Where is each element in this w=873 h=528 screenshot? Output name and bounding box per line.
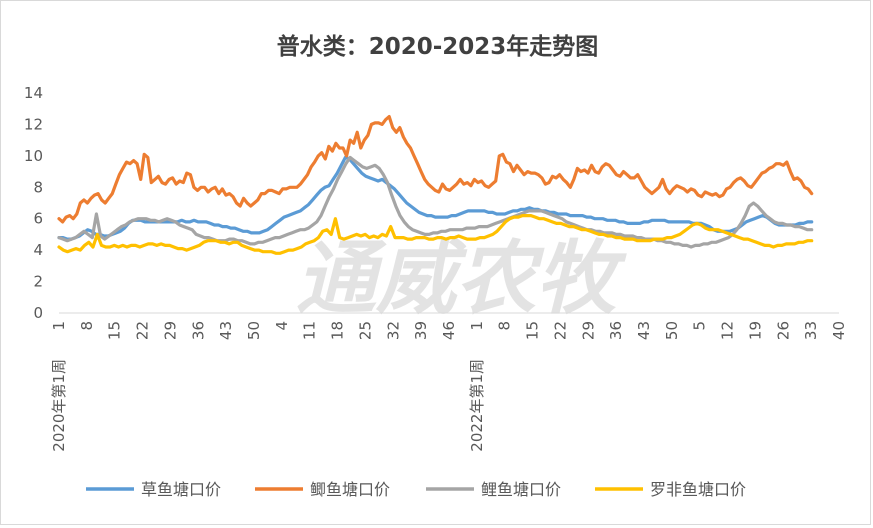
- y-tick-label: 0: [33, 304, 43, 322]
- y-tick-label: 10: [24, 147, 43, 165]
- x-tick-label: 8: [78, 321, 96, 331]
- y-tick-label: 14: [24, 84, 43, 102]
- legend-label: 罗非鱼塘口价: [650, 480, 746, 499]
- x-tick-label: 50: [245, 321, 263, 340]
- x-tick-label: 8: [496, 321, 514, 331]
- x-tick-label: 46: [440, 321, 458, 340]
- x-tick-label: 18: [329, 321, 347, 340]
- x-tick-label: 29: [579, 321, 597, 340]
- series-line: [57, 155, 814, 249]
- x-tick-label: 1: [468, 321, 486, 331]
- x-tick-label: 4: [273, 321, 291, 331]
- x-tick-label: 19: [746, 321, 764, 340]
- x-tick-label: 50: [663, 321, 681, 340]
- x-tick-label: 1: [50, 321, 68, 331]
- x-tick-label: 25: [356, 321, 374, 340]
- legend-label: 草鱼塘口价: [141, 480, 221, 499]
- y-tick-label: 4: [33, 241, 43, 259]
- y-tick-label: 8: [33, 178, 43, 196]
- year-label: 2020年第1周: [50, 359, 68, 452]
- chart-title: 普水类：2020-2023年走势图: [276, 34, 599, 60]
- x-tick-label: 15: [106, 321, 124, 340]
- y-tick-label: 2: [33, 273, 43, 291]
- legend-label: 鲤鱼塘口价: [481, 480, 561, 499]
- watermark-text: 通威农牧: [296, 232, 627, 325]
- x-tick-label: 32: [384, 321, 402, 340]
- year-label: 2022年第1周: [468, 359, 486, 452]
- x-tick-label: 36: [189, 321, 207, 340]
- series-line: [57, 114, 814, 224]
- x-tick-label: 26: [774, 321, 792, 340]
- x-tick-label: 39: [412, 321, 430, 340]
- series-line: [57, 214, 814, 255]
- x-tick-label: 43: [635, 321, 653, 340]
- x-tick-label: 29: [161, 321, 179, 340]
- legend-label: 鲫鱼塘口价: [310, 480, 390, 499]
- series-line: [57, 155, 814, 241]
- x-tick-label: 43: [217, 321, 235, 340]
- x-tick-label: 22: [134, 321, 152, 340]
- x-tick-label: 11: [301, 321, 319, 340]
- y-tick-label: 6: [33, 210, 43, 228]
- y-tick-label: 12: [24, 115, 43, 133]
- x-tick-label: 15: [524, 321, 542, 340]
- x-tick-label: 12: [719, 321, 737, 340]
- x-tick-label: 5: [691, 321, 709, 331]
- x-tick-label: 33: [802, 321, 820, 340]
- x-tick-label: 40: [830, 321, 848, 340]
- x-tick-label: 36: [607, 321, 625, 340]
- x-tick-label: 22: [551, 321, 569, 340]
